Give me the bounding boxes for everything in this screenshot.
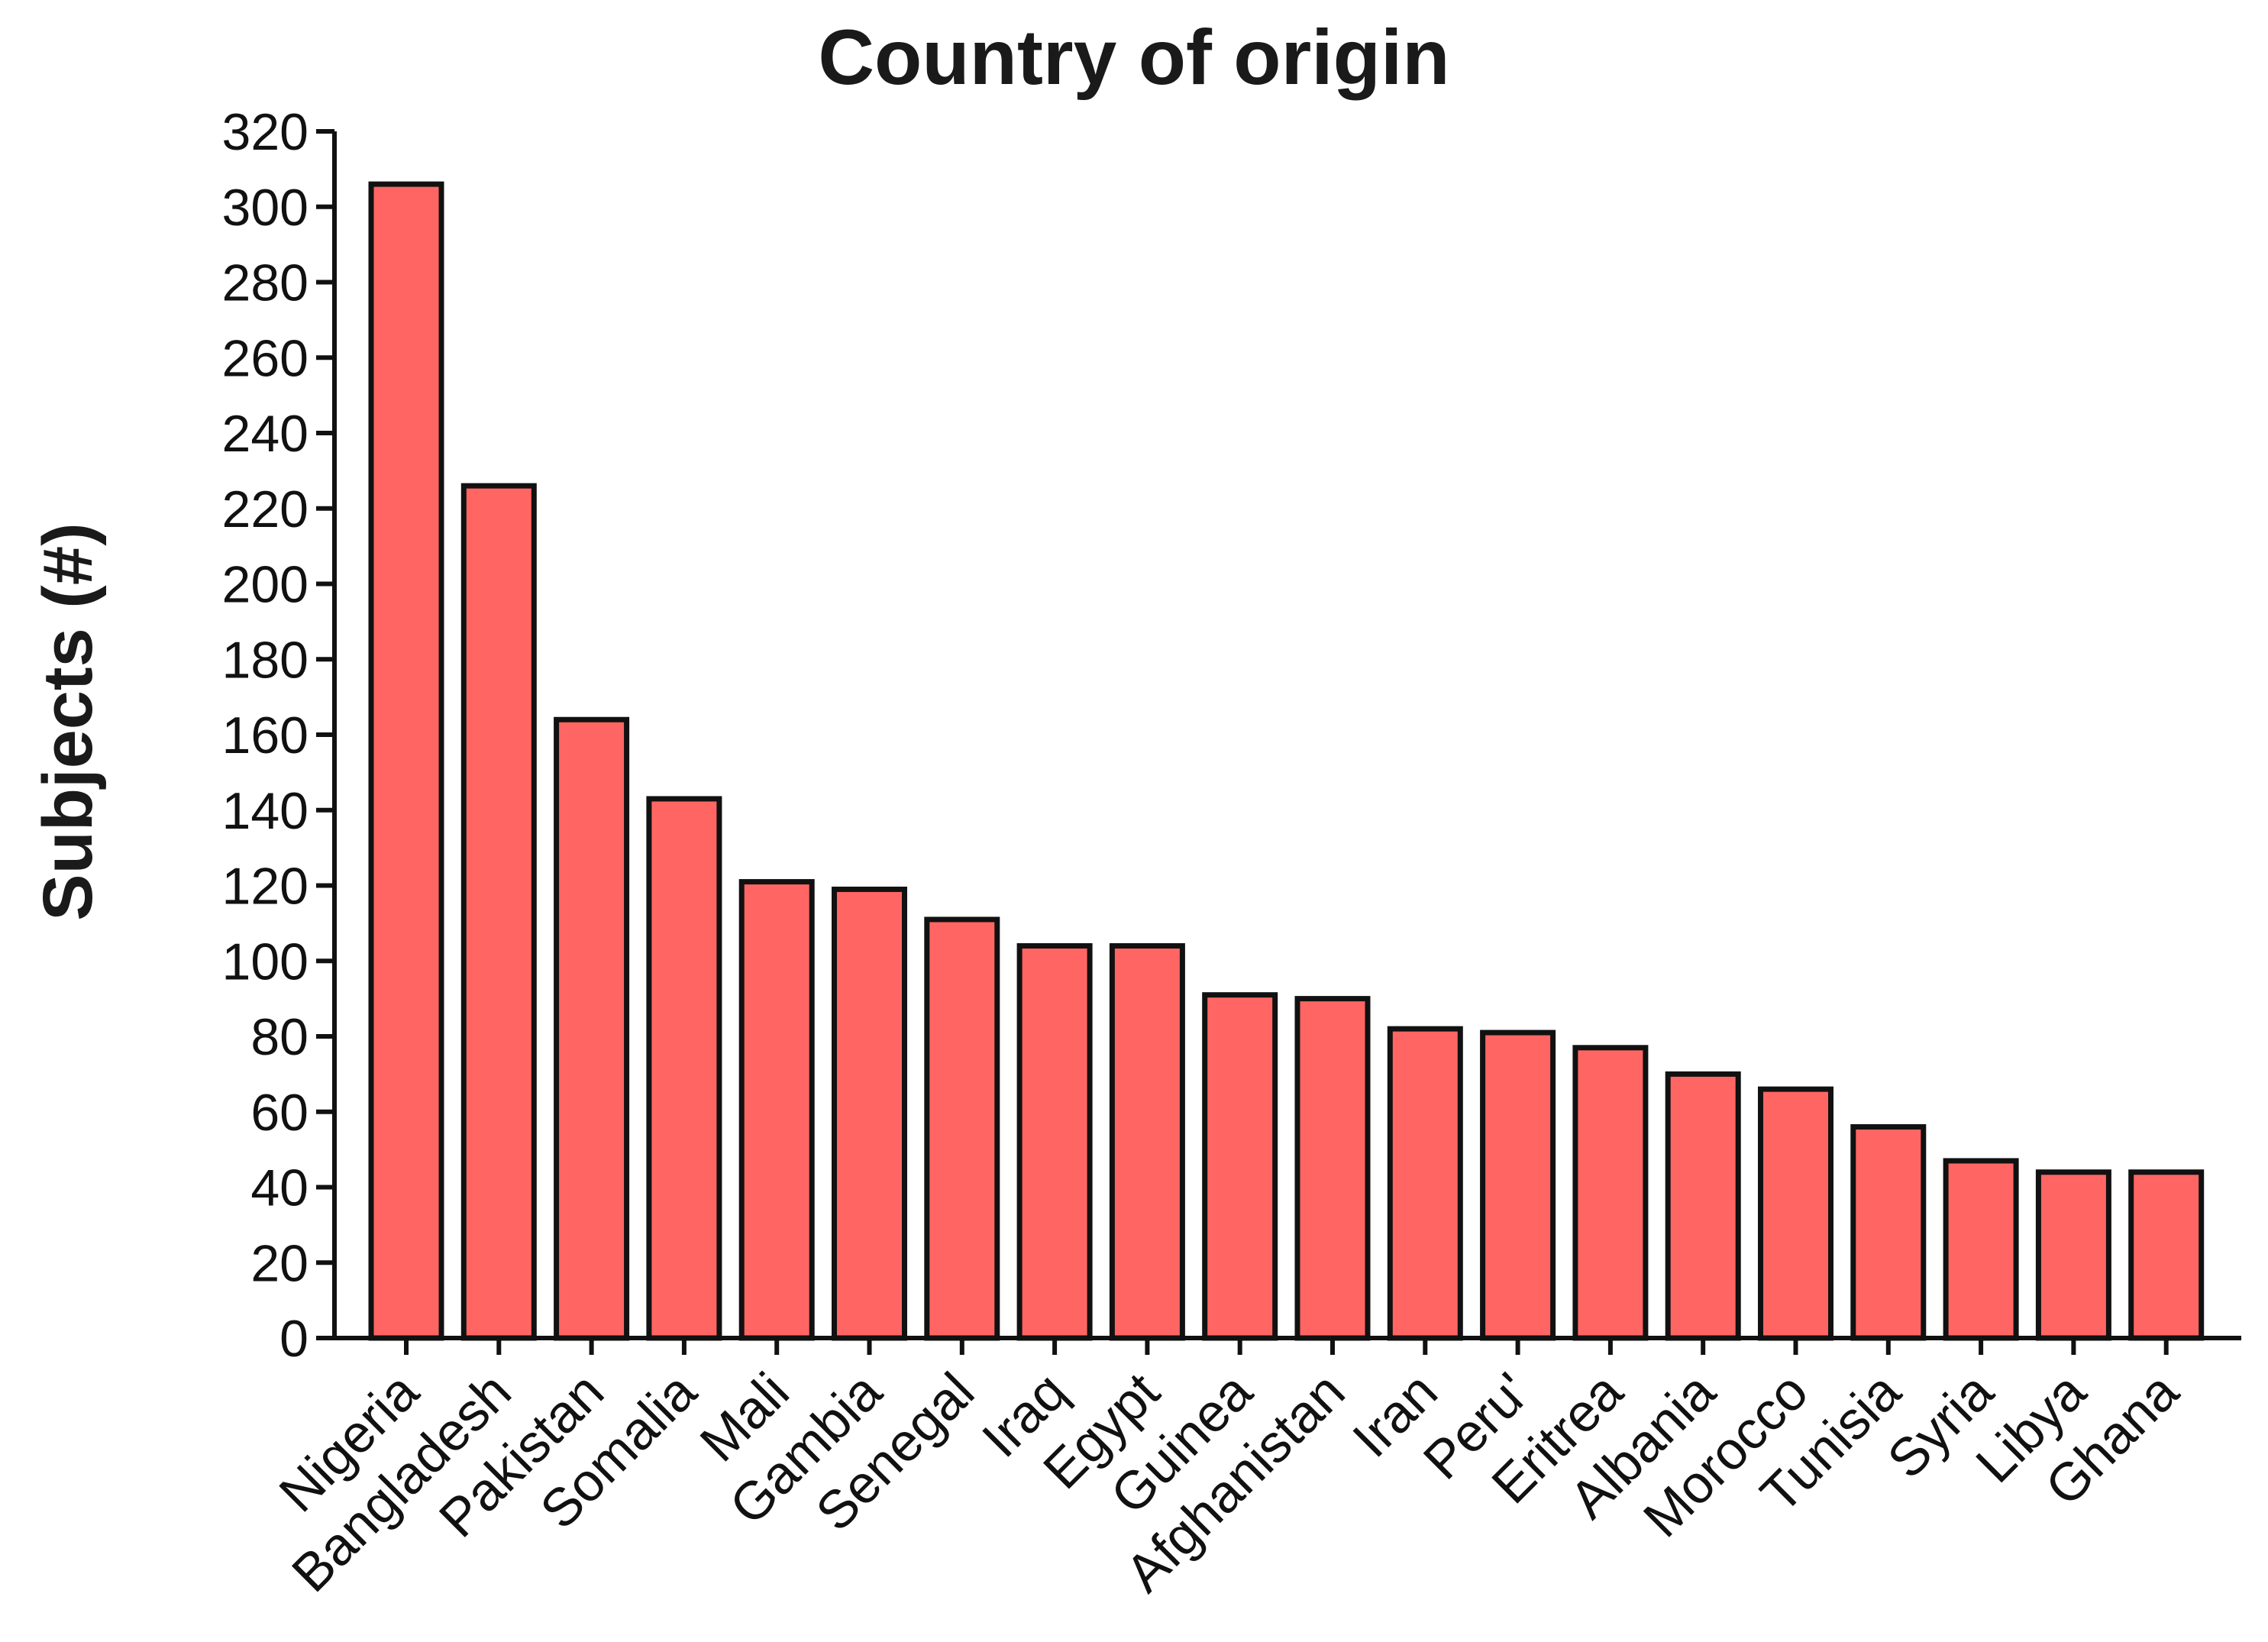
bar-eritrea xyxy=(1572,1045,1649,1341)
chart-title: Country of origin xyxy=(818,14,1449,101)
bar-egypt xyxy=(1109,943,1185,1341)
y-tick-label: 300 xyxy=(222,179,309,237)
y-tick-label: 160 xyxy=(222,706,309,764)
y-tick-label: 260 xyxy=(222,329,309,387)
bar-iran xyxy=(1387,1026,1463,1341)
bar-gambia xyxy=(832,886,907,1341)
bar-nigeria xyxy=(368,181,444,1341)
bar-syria xyxy=(1943,1158,2019,1341)
bar-iraq xyxy=(1016,943,1093,1341)
bar-pakistan xyxy=(554,716,630,1341)
bar-ghana xyxy=(2128,1169,2205,1341)
bar-albania xyxy=(1665,1071,1741,1341)
bar-mali xyxy=(738,879,815,1341)
bar-morocco xyxy=(1758,1086,1833,1341)
bar-guinea xyxy=(1202,992,1278,1341)
y-tick-label: 180 xyxy=(222,631,309,689)
y-tick-label: 240 xyxy=(222,405,309,463)
bar-peru xyxy=(1480,1029,1556,1341)
y-tick-label: 60 xyxy=(250,1084,309,1142)
y-tick-label: 80 xyxy=(250,1008,309,1066)
y-tick-label: 120 xyxy=(222,858,309,916)
bars-group xyxy=(368,181,2205,1341)
y-tick-label: 100 xyxy=(222,933,309,991)
bar-somalia xyxy=(646,796,722,1341)
y-tick-label: 20 xyxy=(250,1234,309,1292)
bar-bangladesh xyxy=(460,483,537,1341)
y-tick-label: 140 xyxy=(222,782,309,840)
bar-afghanistan xyxy=(1294,996,1371,1341)
y-axis: 0 20 40 60 80 100 120 140 160 180 200 220 240 260 280 3… xyxy=(222,103,337,1368)
y-tick-label: 0 xyxy=(279,1310,309,1368)
bar-tunisia xyxy=(1850,1124,1927,1341)
y-axis-label: Subjects (#) xyxy=(29,522,107,920)
y-tick-label: 220 xyxy=(222,480,309,538)
y-tick-label: 40 xyxy=(250,1159,309,1217)
x-axis: NigeriaBangladeshPakistanSomaliaMaliGamb… xyxy=(268,1336,2241,1603)
bar-libya xyxy=(2035,1169,2111,1341)
bar-senegal xyxy=(924,916,1000,1341)
y-tick-label: 200 xyxy=(222,556,309,614)
y-tick-label: 280 xyxy=(222,254,309,312)
y-tick-label: 320 xyxy=(222,103,309,161)
